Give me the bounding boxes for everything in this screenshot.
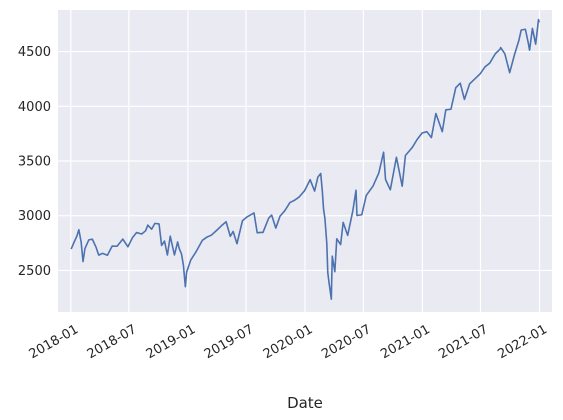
x-tick-label: 2019-07 [202,322,257,362]
y-tick-labels: 2500 3000 3500 4000 4500 [18,45,51,279]
y-tick-label: 4500 [18,45,51,60]
x-tick-label: 2019-01 [144,322,199,362]
x-tick-label: 2018-01 [27,322,82,362]
x-tick-label: 2022-01 [495,322,550,362]
y-tick-label: 3000 [18,209,51,224]
y-tick-label: 3500 [18,155,51,170]
x-tick-label: 2021-01 [378,322,433,362]
y-tick-label: 2500 [18,264,51,279]
y-tick-label: 4000 [18,100,51,115]
x-tick-label: 2020-07 [319,322,374,362]
x-tick-label: 2021-07 [436,322,491,362]
x-tick-label: 2018-07 [85,322,140,362]
x-axis-label: Date [287,394,323,412]
grid-lines [58,10,552,312]
series-line [70,18,540,301]
series-group [70,18,540,301]
x-tick-labels: 2018-01 2018-07 2019-01 2019-07 2020-01 2020-… [27,322,550,362]
x-tick-label: 2020-01 [261,322,316,362]
